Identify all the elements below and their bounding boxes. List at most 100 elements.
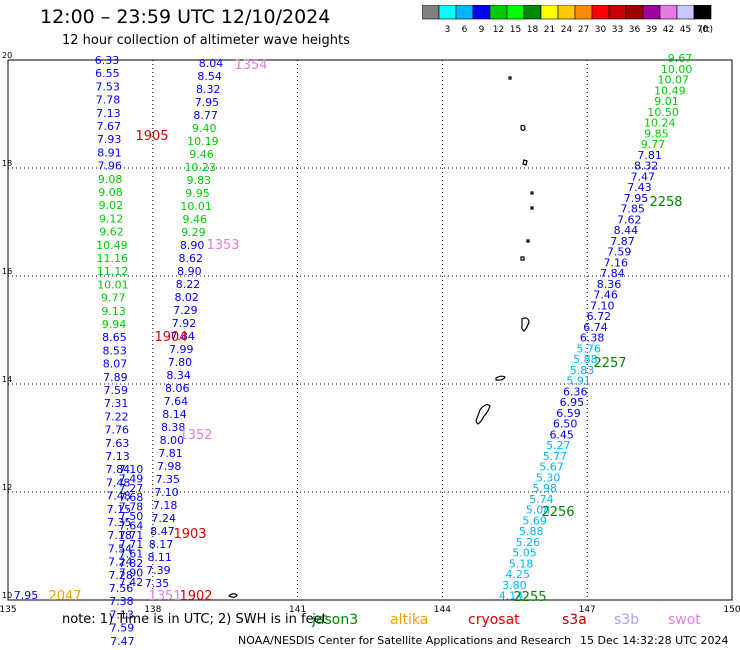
wave-height-value: 7.84: [106, 463, 131, 476]
credit-timestamp: 15 Dec 14:32:28 UTC 2024: [580, 634, 729, 647]
wave-height-value: 7.81: [158, 447, 183, 460]
wave-height-value: 7.13: [105, 450, 130, 463]
wave-height-value: 4.14: [499, 590, 524, 603]
wave-height-value: 6.95: [560, 396, 585, 409]
track: 8.048.548.327.958.779.4010.199.4610.239.…: [145, 57, 224, 590]
wave-height-value: 10.07: [657, 74, 689, 87]
wave-height-value: 7.64: [119, 519, 144, 532]
wave-height-value: 5.88: [519, 525, 544, 538]
wave-height-value: 6.36: [563, 385, 588, 398]
wave-height-value: 7.98: [157, 460, 182, 473]
wave-height-value: 8.38: [161, 421, 186, 434]
legend-tick-label: 12: [493, 25, 504, 35]
wave-height-value: 7.99: [169, 343, 194, 356]
wave-height-value: 7.76: [105, 424, 130, 437]
wave-height-value: 7.89: [103, 371, 128, 384]
island-4: [530, 191, 534, 195]
wave-height-value: 7.63: [105, 437, 130, 450]
wave-height-value: 6.59: [556, 407, 581, 420]
wave-height-value: 9.85: [644, 127, 669, 140]
wave-height-value: 7.13: [109, 608, 134, 621]
wave-height-value: 7.18: [107, 529, 132, 542]
x-tick-label: 141: [289, 605, 306, 615]
legend-swatch: [676, 5, 695, 20]
wave-height-value: 7.39: [146, 564, 171, 577]
wave-height-value: 8.47: [150, 525, 175, 538]
legend-tick-label: 15: [510, 25, 521, 35]
legend-unit: (ft): [699, 25, 713, 35]
wave-height-value: 9.08: [98, 173, 123, 186]
island-7: [520, 256, 525, 261]
island-3: [522, 159, 528, 166]
pass-time-label: 1353: [206, 238, 239, 253]
legend-tick-label: 42: [663, 25, 674, 35]
page-title: 12:00 – 23:59 UTC 12/10/2024: [40, 6, 331, 28]
wave-height-value: 5.98: [533, 482, 558, 495]
wave-height-value: 8.07: [103, 358, 128, 371]
y-tick-label: 16: [2, 267, 12, 276]
legend-tick-label: 6: [462, 25, 468, 35]
wave-height-value: 6.33: [95, 54, 120, 67]
pass-time-label: 1354: [234, 58, 267, 73]
pass-time-label: 1352: [179, 428, 212, 443]
wave-height-value: 8.11: [147, 551, 172, 564]
wave-height-value: 11.12: [97, 265, 129, 278]
wave-height-value: 9.77: [641, 138, 666, 151]
wave-height-value: 7.47: [631, 170, 656, 183]
wave-height-value: 7.24: [152, 512, 177, 525]
wave-height-value: 8.90: [177, 265, 202, 278]
legend-swatch: [489, 5, 508, 20]
pass-time-label: 2258: [649, 195, 682, 210]
legend-swatch: [693, 5, 712, 20]
wave-height-value: 6.74: [583, 321, 608, 334]
track: 7.107.497.277.687.787.507.647.717.717.61…: [119, 463, 144, 589]
wave-height-value: 7.46: [593, 289, 618, 302]
wave-height-value: 7.71: [119, 529, 144, 542]
wave-height-value: 7.84: [600, 267, 625, 280]
island-8: [227, 593, 238, 598]
legend-tick-label: 45: [680, 25, 691, 35]
island-1: [508, 76, 512, 80]
legend-tick-label: 18: [527, 25, 539, 35]
legend-tick-label: 36: [629, 25, 641, 35]
wave-height-value: 8.65: [102, 331, 127, 344]
wave-height-value: 8.17: [149, 538, 174, 551]
wave-height-value: 8.53: [102, 344, 127, 357]
wave-height-value: 7.10: [154, 486, 179, 499]
wave-height-value: 7.42: [119, 576, 144, 589]
wave-height-value: 8.90: [180, 239, 205, 252]
wave-height-value: 7.38: [109, 595, 134, 608]
x-tick-label: 138: [144, 605, 161, 615]
wave-height-value: 9.67: [668, 52, 693, 65]
wave-height-value: 7.10: [590, 299, 615, 312]
legend-tick-label: 33: [612, 25, 623, 35]
x-tick-label: 144: [434, 605, 451, 615]
wave-height-value: 8.62: [179, 252, 204, 265]
wave-height-value: 7.95: [195, 96, 220, 109]
legend-swatch: [523, 5, 542, 20]
wave-height-value: 8.22: [176, 278, 201, 291]
legend-swatch: [625, 5, 644, 20]
wave-height-value: 7.35: [107, 516, 132, 529]
pass-time-label: 1351: [148, 589, 181, 604]
mission-label-s3b: s3b: [614, 612, 640, 628]
x-tick-label: 147: [579, 605, 596, 615]
legend-swatch: [574, 5, 593, 20]
wave-height-value: 7.96: [98, 160, 123, 173]
wave-height-value: 10.01: [97, 278, 129, 291]
wave-height-value: 7.62: [617, 213, 642, 226]
wave-height-value: 7.47: [110, 635, 135, 648]
track: 6.336.557.537.787.137.677.938.917.969.08…: [95, 54, 135, 648]
wave-height-value: 7.90: [119, 566, 144, 579]
wave-height-value: 8.44: [614, 224, 639, 237]
wave-height-value: 8.00: [160, 434, 185, 447]
wave-height-value: 7.54: [108, 542, 133, 555]
wave-height-value: 7.85: [620, 203, 645, 216]
wave-height-value: 7.78: [96, 94, 121, 107]
wave-height-value: 8.32: [634, 160, 659, 173]
map-frame: [7, 59, 733, 601]
wave-height-value: 7.56: [109, 582, 134, 595]
wave-height-value: 7.22: [104, 410, 129, 423]
wave-height-value: 11.16: [97, 252, 129, 265]
